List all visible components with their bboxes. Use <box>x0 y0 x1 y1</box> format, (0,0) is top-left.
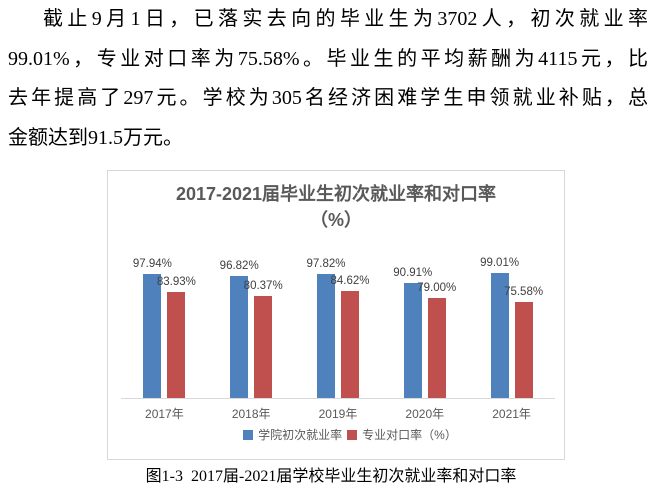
legend-swatch-red-icon <box>347 429 358 440</box>
major-match-rate-bar-2021: 75.58% <box>504 286 543 398</box>
x-axis-label-2017: 2017年 <box>145 407 184 421</box>
bar-group-2018: 96.82% 80.37% 2018年 <box>220 260 283 421</box>
paragraph-line: 99.01%，专业对口率为75.58%。毕业生的平均薪酬为4115元，比 <box>8 47 648 70</box>
chart-title-unit: （%） <box>309 210 362 230</box>
bar-group-2017: 97.94% 83.93% 2017年 <box>133 258 196 421</box>
major-match-rate-data-label-2020: 79.00% <box>417 282 457 294</box>
major-match-rate-data-label-2019: 84.62% <box>330 275 370 287</box>
figure-caption: 图1-3 2017届-2021届学校毕业生初次就业率和对口率 <box>145 468 517 485</box>
x-axis-label-2020: 2020年 <box>405 407 445 421</box>
employment-rate-bar-2020: 90.91% <box>393 267 432 398</box>
legend-label: 学院初次就业率 <box>258 428 343 442</box>
major-match-rate-data-label-2018: 80.37% <box>243 280 283 292</box>
employment-rate-data-label-2019: 97.82% <box>306 258 346 270</box>
chart-title: 2017-2021届毕业生初次就业率和对口率 （%） <box>108 181 564 233</box>
chart-title-text: 2017-2021届毕业生初次就业率和对口率 <box>175 184 497 204</box>
bar-group-2019: 97.82% 84.62% 2019年 <box>306 258 369 421</box>
legend-item-major-match-rate: 专业对口率（%） <box>347 426 457 443</box>
employment-rate-data-label-2020: 90.91% <box>393 267 433 279</box>
bar-group-2021: 99.01% 75.58% 2021年 <box>480 257 543 421</box>
bar-group-2020: 90.91% 79.00% 2020年 <box>393 267 456 421</box>
plot-area: 97.94% 83.93% 2017年 96.82% 80.37% 2018年 97.82%… <box>121 171 555 421</box>
legend-swatch-blue-icon <box>243 429 254 440</box>
major-match-rate-data-label-2021: 75.58% <box>504 286 544 298</box>
x-axis-label-2018: 2018年 <box>231 407 271 421</box>
major-match-rate-bar-2019: 84.62% <box>330 275 369 398</box>
x-axis-label-2021: 2021年 <box>492 407 531 421</box>
employment-rate-data-label-2018: 96.82% <box>219 260 259 272</box>
bar-chart: 2017-2021届毕业生初次就业率和对口率 （%） 97.94% 83.93% 2… <box>107 170 565 460</box>
employment-rate-bar-2018: 96.82% <box>220 260 259 398</box>
chart-legend: 学院初次就业率 专业对口率（%） <box>136 426 564 443</box>
body-paragraph: 截止9月1日，已落实去向的毕业生为3702人，初次就业率 99.01%，专业对口… <box>8 0 648 158</box>
paragraph-line: 去年提高了297元。学校为305名经济困难学生申领就业补贴，总 <box>8 87 648 109</box>
employment-rate-bar-2021: 99.01% <box>480 257 519 398</box>
employment-rate-data-label-2021: 99.01% <box>480 257 520 269</box>
employment-rate-bar-2017: 97.94% <box>133 258 172 398</box>
legend-item-employment-rate: 学院初次就业率 <box>243 426 342 443</box>
paragraph-line: 金额达到91.5万元。 <box>8 126 183 149</box>
major-match-rate-bar-2020: 79.00% <box>417 282 456 398</box>
major-match-rate-bar-2018: 80.37% <box>244 280 283 398</box>
x-axis-label-2019: 2019年 <box>318 407 358 421</box>
employment-rate-bar-2019: 97.82% <box>306 258 345 398</box>
employment-rate-data-label-2017: 97.94% <box>132 258 172 270</box>
legend-label: 专业对口率（%） <box>362 428 457 442</box>
major-match-rate-data-label-2017: 83.93% <box>156 276 196 288</box>
paragraph-line: 截止9月1日，已落实去向的毕业生为3702人，初次就业率 <box>43 8 648 30</box>
major-match-rate-bar-2017: 83.93% <box>157 276 196 398</box>
